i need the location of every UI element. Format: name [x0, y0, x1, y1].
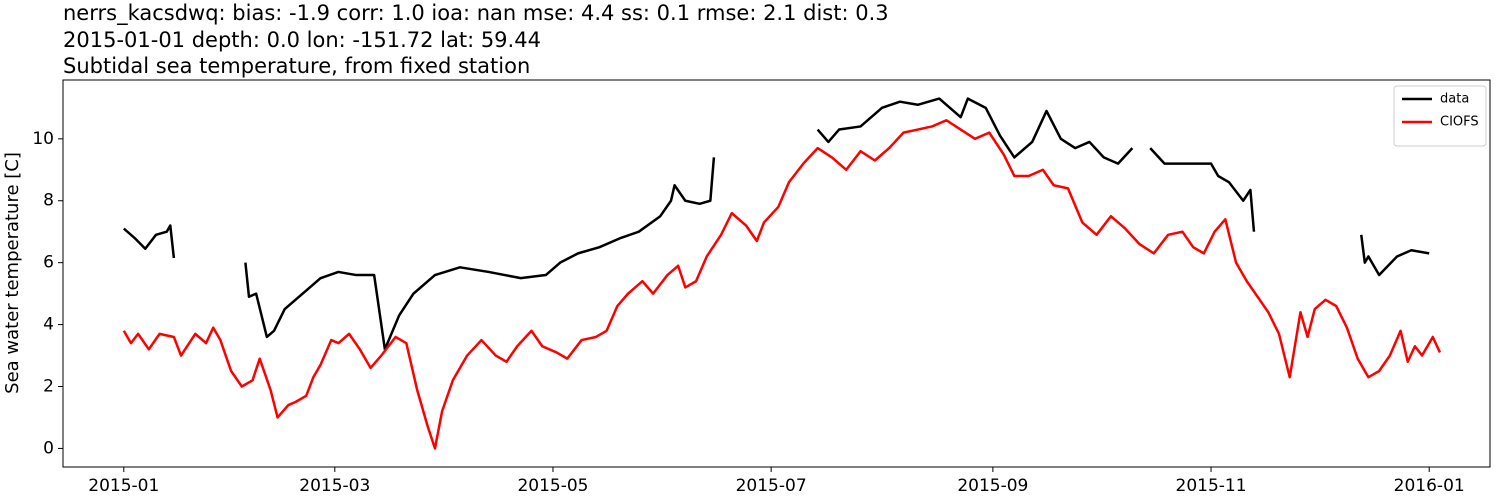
y-tick-label: 2 — [43, 377, 54, 397]
x-tick-label: 2015-03 — [299, 476, 370, 496]
y-tick-label: 10 — [32, 129, 54, 149]
x-tick-label: 2015-07 — [736, 476, 807, 496]
x-tick-label: 2016-01 — [1394, 476, 1465, 496]
x-tick-label: 2015-05 — [517, 476, 588, 496]
chart-subtitle: 2015-01-01 depth: 0.0 lon: -151.72 lat: … — [63, 28, 541, 52]
legend-label: data — [1440, 92, 1469, 107]
y-tick-label: 8 — [43, 191, 54, 211]
y-tick-label: 6 — [43, 253, 54, 273]
y-tick-label: 0 — [43, 438, 54, 458]
legend-box — [1393, 85, 1487, 147]
x-tick-label: 2015-01 — [88, 476, 159, 496]
chart-title: nerrs_kacsdwq: bias: -1.9 corr: 1.0 ioa:… — [63, 1, 889, 26]
x-tick-label: 2015-09 — [957, 476, 1028, 496]
data-line — [122, 119, 1442, 450]
y-tick-label: 4 — [43, 315, 54, 335]
chart-subtitle: Subtidal sea temperature, from fixed sta… — [63, 54, 530, 78]
data-line — [122, 97, 1430, 351]
y-axis-label: Sea water temperature [C] — [2, 152, 23, 394]
legend-label: CIOFS — [1440, 115, 1479, 130]
x-tick-label: 2015-11 — [1176, 476, 1247, 496]
plot-frame — [62, 79, 1491, 468]
